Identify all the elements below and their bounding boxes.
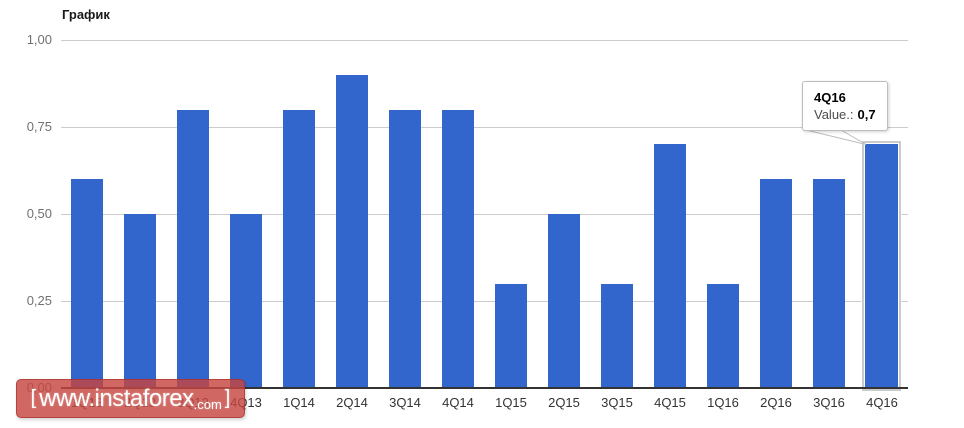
bar-1Q14[interactable] xyxy=(283,110,315,388)
x-axis-label: 3Q14 xyxy=(389,395,421,410)
gridline xyxy=(61,127,908,128)
x-axis-label: 2Q15 xyxy=(548,395,580,410)
bar-4Q14[interactable] xyxy=(442,110,474,388)
bar-2Q14[interactable] xyxy=(336,75,368,388)
bar-3Q14[interactable] xyxy=(389,110,421,388)
bar-4Q13[interactable] xyxy=(230,214,262,388)
bar-4Q16[interactable] xyxy=(865,144,898,388)
bar-2Q16[interactable] xyxy=(760,179,792,388)
y-axis-label: 1,00 xyxy=(26,32,52,47)
instaforex-watermark: [ www.instaforex .com ] xyxy=(16,379,245,418)
x-axis-label: 3Q15 xyxy=(601,395,633,410)
bar-2Q15[interactable] xyxy=(548,214,580,388)
x-axis-label: 2Q16 xyxy=(760,395,792,410)
watermark-bracket-right: ] xyxy=(224,387,231,409)
bar-3Q15[interactable] xyxy=(601,284,633,388)
x-axis-label: 3Q16 xyxy=(813,395,845,410)
x-axis-label: 1Q16 xyxy=(707,395,739,410)
tooltip-value: 0,7 xyxy=(857,107,876,122)
x-axis-label: 1Q14 xyxy=(283,395,315,410)
bar-4Q15[interactable] xyxy=(654,144,686,388)
y-axis-label: 0,25 xyxy=(26,293,52,308)
x-axis-label: 1Q15 xyxy=(495,395,527,410)
chart-title: График xyxy=(62,7,110,22)
x-axis-line xyxy=(61,387,908,389)
gridline xyxy=(61,301,908,302)
bar-1Q13[interactable] xyxy=(71,179,103,388)
watermark-bracket-left: [ xyxy=(30,387,37,409)
watermark-domain-text: www.instaforex xyxy=(39,384,194,412)
bar-3Q13[interactable] xyxy=(177,110,209,388)
x-axis-label: 2Q14 xyxy=(336,395,368,410)
y-axis-label: 0,50 xyxy=(26,206,52,221)
tooltip: 4Q16 Value.: 0,7 xyxy=(802,81,888,131)
gridline xyxy=(61,40,908,41)
x-axis-label: 4Q14 xyxy=(442,395,474,410)
bar-3Q16[interactable] xyxy=(813,179,845,388)
x-axis-label: 4Q15 xyxy=(654,395,686,410)
y-axis-label: 0,75 xyxy=(26,119,52,134)
tooltip-value-label: Value.: xyxy=(814,107,854,122)
bar-1Q16[interactable] xyxy=(707,284,739,388)
watermark-domain-suffix: .com xyxy=(193,397,222,412)
gridline xyxy=(61,214,908,215)
bar-1Q15[interactable] xyxy=(495,284,527,388)
tooltip-category: 4Q16 xyxy=(814,90,846,105)
bar-2Q13[interactable] xyxy=(124,214,156,388)
x-axis-label: 4Q16 xyxy=(866,395,898,410)
